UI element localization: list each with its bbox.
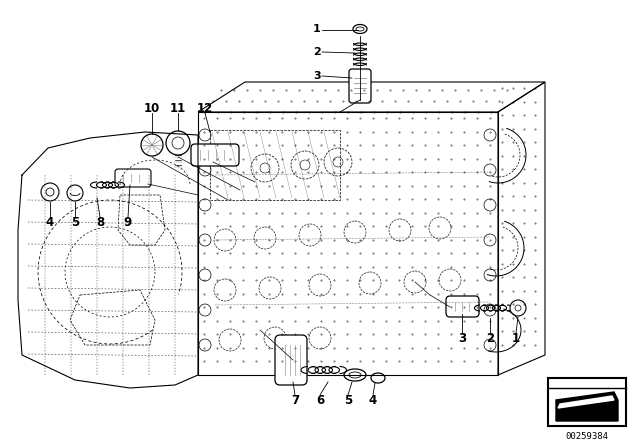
FancyBboxPatch shape [349, 69, 371, 103]
Text: 1: 1 [512, 332, 520, 345]
Text: 2: 2 [486, 332, 494, 345]
Text: 11: 11 [170, 102, 186, 115]
Text: 5: 5 [344, 393, 352, 406]
Text: 6: 6 [316, 393, 324, 406]
Text: 8: 8 [96, 215, 104, 228]
Circle shape [67, 185, 83, 201]
Text: 10: 10 [144, 102, 160, 115]
FancyBboxPatch shape [275, 335, 307, 385]
Text: 4: 4 [369, 393, 377, 406]
Circle shape [510, 300, 526, 316]
FancyBboxPatch shape [115, 169, 151, 187]
Polygon shape [556, 392, 618, 421]
Text: 3: 3 [458, 332, 466, 345]
Text: 3: 3 [313, 71, 321, 81]
FancyBboxPatch shape [191, 144, 239, 166]
Text: 5: 5 [71, 215, 79, 228]
Text: 12: 12 [197, 102, 213, 115]
Text: 00259384: 00259384 [566, 431, 609, 440]
Polygon shape [558, 396, 614, 408]
Text: 4: 4 [46, 215, 54, 228]
Circle shape [141, 134, 163, 156]
Text: 2: 2 [313, 47, 321, 57]
Circle shape [166, 131, 190, 155]
Text: 9: 9 [124, 215, 132, 228]
FancyBboxPatch shape [446, 296, 479, 317]
Text: 1: 1 [313, 24, 321, 34]
Text: 7: 7 [291, 393, 299, 406]
Circle shape [41, 183, 59, 201]
